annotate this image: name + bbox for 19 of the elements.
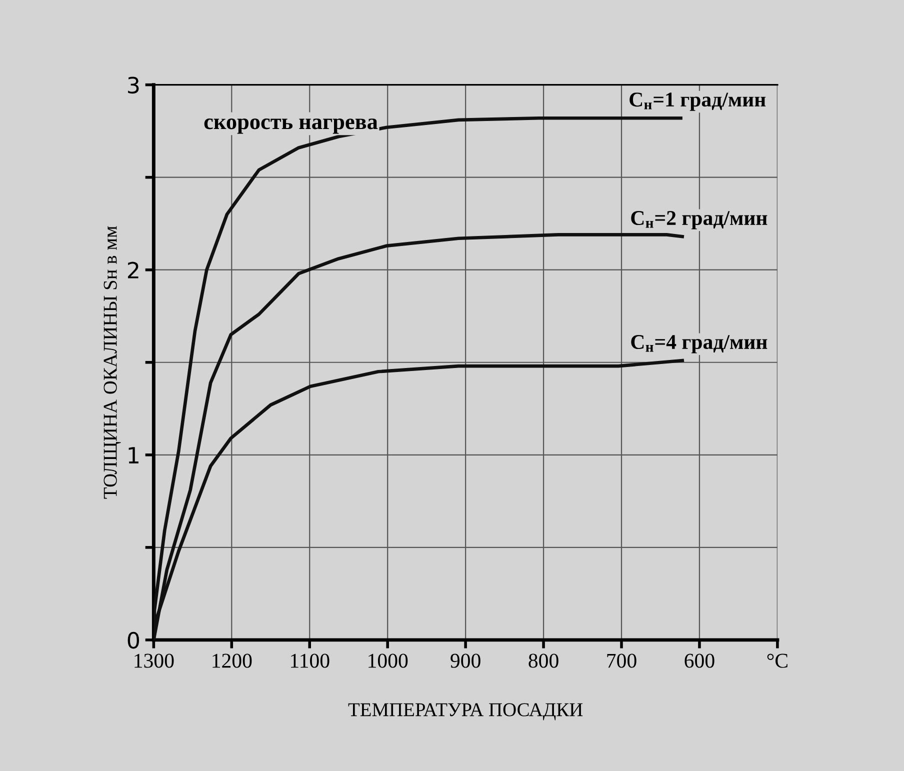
y-tick-label: 1 <box>128 447 138 464</box>
x-tick-label: 1300 <box>134 654 174 668</box>
x-tick-label: 600 <box>684 654 714 668</box>
series-label: С$_{н}$=1 град/мин <box>630 92 766 111</box>
y-tick-label: 2 <box>128 262 138 278</box>
y-axis-title: ТОЛЩИНА ОКАЛИНЫ Sн в мм <box>104 226 121 499</box>
x-tick-label: 1100 <box>291 654 330 668</box>
x-axis-title: ТЕМПЕРАТУРА ПОСАДКИ <box>348 703 583 720</box>
x-tick-label: 900 <box>450 654 480 668</box>
series-label: С$_{н}$=2 град/мин <box>631 211 768 230</box>
y-tick-label: 0 <box>128 632 140 649</box>
x-tick-label: 1200 <box>212 654 252 668</box>
y-tick-label: 3 <box>128 76 139 94</box>
x-tick-label: 1000 <box>368 654 408 668</box>
x-tick-label: 700 <box>607 654 636 668</box>
series-label: С$_{н}$=4 град/мин <box>631 335 768 354</box>
x-tick-label: °C <box>767 654 788 668</box>
annotation: скорость нагрева <box>204 118 378 134</box>
x-tick-label: 800 <box>528 654 558 668</box>
